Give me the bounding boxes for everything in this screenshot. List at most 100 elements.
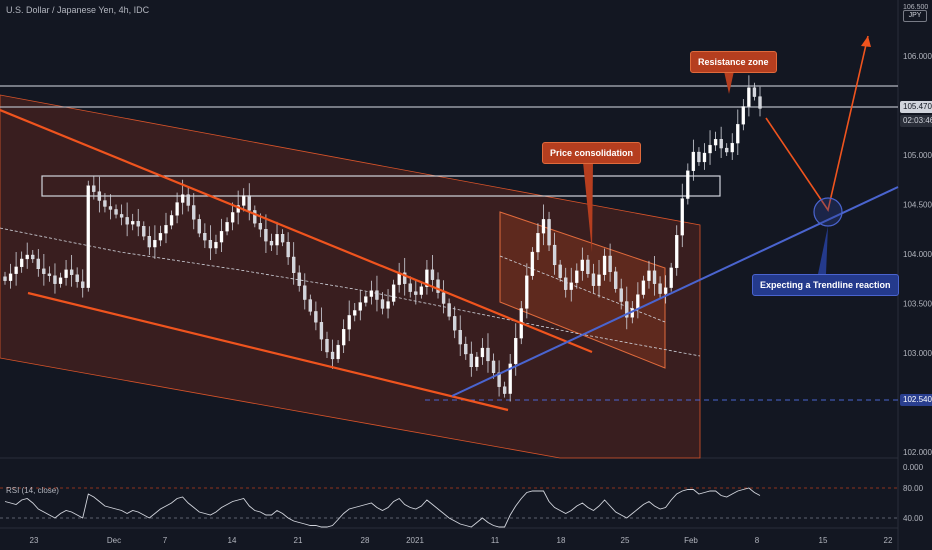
candle-body [636, 294, 640, 309]
candle-body [258, 223, 263, 230]
candle-body [491, 360, 496, 373]
candle-body [208, 239, 213, 249]
candle-body [580, 259, 585, 271]
candle-body [303, 285, 307, 300]
candle-body [86, 185, 90, 288]
candle-body [164, 225, 168, 234]
candle-body [341, 329, 346, 346]
candle-body [619, 288, 623, 302]
candle-body [441, 292, 446, 304]
candle-body [292, 256, 296, 273]
y-tick-label: 103.500 [903, 300, 932, 309]
candle-body [647, 270, 651, 281]
candle-body [697, 151, 701, 163]
candle-body [203, 233, 207, 241]
candle-body [691, 151, 696, 171]
candle-body [447, 303, 451, 317]
reaction-circle [813, 197, 843, 227]
candle-body [608, 255, 612, 272]
consolidation-callout-pointer [583, 162, 593, 252]
candle-body [686, 170, 690, 199]
y-tick-label: 104.500 [903, 201, 932, 210]
candle-body [575, 270, 579, 283]
candle-body [741, 106, 745, 125]
y-tick-label: 103.000 [903, 349, 932, 358]
candle-body [725, 147, 729, 153]
projection-path [765, 35, 869, 212]
candle-body [625, 301, 629, 318]
candle-body [752, 87, 757, 97]
resistance-callout-pointer [724, 71, 734, 94]
candle-body [508, 363, 512, 394]
candle-body [242, 195, 246, 206]
candle-body [42, 268, 46, 274]
candle-body [269, 240, 274, 246]
candle-body [380, 299, 385, 309]
symbol-box[interactable]: JPY [903, 10, 927, 22]
candle-body [197, 219, 201, 234]
candle-body [125, 217, 129, 225]
x-tick-label: Dec [107, 536, 121, 545]
candle-body [25, 254, 29, 260]
candle-body [547, 219, 551, 246]
candle-body [58, 277, 63, 284]
candle-body [20, 258, 24, 268]
candle-body [719, 139, 723, 149]
candle-body [597, 274, 601, 286]
candle-body [247, 195, 251, 211]
candle-body [391, 284, 396, 302]
candle-body [652, 270, 657, 284]
x-tick-label: 18 [557, 536, 566, 545]
candle-body [502, 386, 507, 394]
candle-body [514, 337, 518, 365]
candle-body [453, 316, 457, 331]
candle-body [69, 269, 74, 275]
candle-body [480, 347, 485, 358]
price-consolidation-callout: Price consolidation [542, 142, 642, 164]
candle-body [280, 234, 285, 243]
candle-body [180, 194, 185, 203]
candle-body [386, 301, 390, 309]
x-tick-label: 25 [621, 536, 630, 545]
candle-body [31, 254, 35, 260]
candle-body [319, 322, 324, 340]
candle-body [308, 299, 312, 312]
candle-body [458, 330, 462, 345]
rsi-tick-label: 40.00 [903, 514, 924, 523]
candle-body [158, 233, 163, 241]
candle-body [36, 258, 40, 270]
last-price-tag: 105.470 [900, 101, 932, 113]
x-tick-label: 23 [30, 536, 39, 545]
candle-body [641, 280, 646, 295]
candle-body [225, 222, 229, 232]
candle-body [430, 269, 435, 280]
countdown-tag: 02:03:46 [900, 115, 932, 127]
candle-body [730, 142, 734, 153]
x-tick-label: 8 [755, 536, 760, 545]
candle-body [119, 214, 124, 218]
rsi-line [4, 487, 761, 528]
x-tick-label: 21 [294, 536, 303, 545]
candle-body [286, 241, 290, 258]
candle-body [369, 290, 374, 297]
candle-body [53, 275, 57, 284]
candle-body [552, 244, 557, 266]
candle-body [713, 139, 718, 146]
candle-body [153, 239, 157, 248]
candle-body [475, 356, 479, 368]
descending-channel [0, 94, 701, 459]
candle-body [142, 226, 146, 237]
candle-body [75, 274, 79, 282]
candle-body [436, 279, 440, 293]
candle-body [325, 338, 329, 353]
candle-body [736, 124, 740, 144]
candle-body [330, 351, 335, 360]
candle-body [3, 276, 7, 281]
y-tick-label: 105.000 [903, 151, 932, 160]
x-tick-label: 14 [228, 536, 237, 545]
candle-body [47, 273, 52, 276]
candle-body [136, 221, 140, 227]
candle-body [669, 267, 673, 288]
chart-title: U.S. Dollar / Japanese Yen, 4h, IDC [6, 5, 150, 15]
